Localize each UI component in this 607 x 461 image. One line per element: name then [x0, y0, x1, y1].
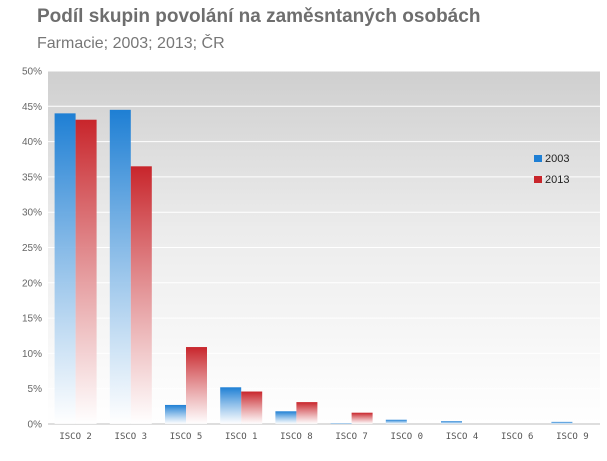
x-tick-label: ISCO 1 [225, 432, 258, 442]
bar-2013-isco-7 [351, 412, 373, 424]
y-tick-label: 10% [22, 349, 42, 360]
legend-swatch-2013 [534, 176, 542, 183]
chart-subtitle: Farmacie; 2003; 2013; ČR [37, 35, 225, 52]
y-tick-label: 25% [22, 243, 42, 254]
bar-2003-isco-0 [385, 419, 407, 424]
y-tick-label: 20% [22, 278, 42, 289]
x-tick-label: ISCO 9 [556, 432, 589, 442]
bar-2003-isco-2 [54, 113, 76, 425]
x-tick-label: ISCO 0 [391, 432, 424, 442]
bar-2013-isco-1 [241, 391, 263, 424]
legend-swatch-2003 [534, 155, 542, 162]
x-tick-label: ISCO 3 [115, 432, 148, 442]
bar-2013-isco-2 [75, 119, 97, 425]
x-tick-label: ISCO 6 [501, 432, 534, 442]
y-tick-label: 5% [28, 384, 43, 395]
y-tick-label: 0% [28, 420, 43, 431]
y-tick-label: 45% [22, 102, 42, 113]
bar-2003-isco-8 [275, 411, 297, 424]
x-tick-label: ISCO 5 [170, 432, 203, 442]
y-tick-label: 35% [22, 172, 42, 183]
bar-2013-isco-8 [296, 402, 318, 424]
y-tick-label: 50% [22, 67, 42, 78]
bar-2013-isco-3 [130, 166, 152, 424]
bar-2003-isco-3 [109, 109, 131, 424]
legend-label-2003: 2003 [545, 153, 569, 165]
bar-2003-isco-9 [551, 421, 573, 424]
x-tick-label: ISCO 8 [280, 432, 313, 442]
bar-2003-isco-4 [441, 421, 462, 424]
y-tick-label: 30% [22, 208, 42, 219]
bar-2013-isco-5 [186, 347, 207, 424]
chart-title: Podíl skupin povolání na zaměsntaných os… [37, 6, 481, 27]
x-tick-label: ISCO 7 [335, 432, 368, 442]
x-tick-label: ISCO 4 [446, 432, 479, 442]
bar-2003-isco-5 [165, 404, 186, 424]
y-tick-label: 15% [22, 314, 42, 325]
y-tick-label: 40% [22, 137, 42, 148]
bar-2003-isco-7 [330, 423, 352, 424]
bar-2003-isco-1 [220, 387, 242, 424]
legend-label-2013: 2013 [545, 174, 569, 186]
x-tick-label: ISCO 2 [59, 432, 92, 442]
